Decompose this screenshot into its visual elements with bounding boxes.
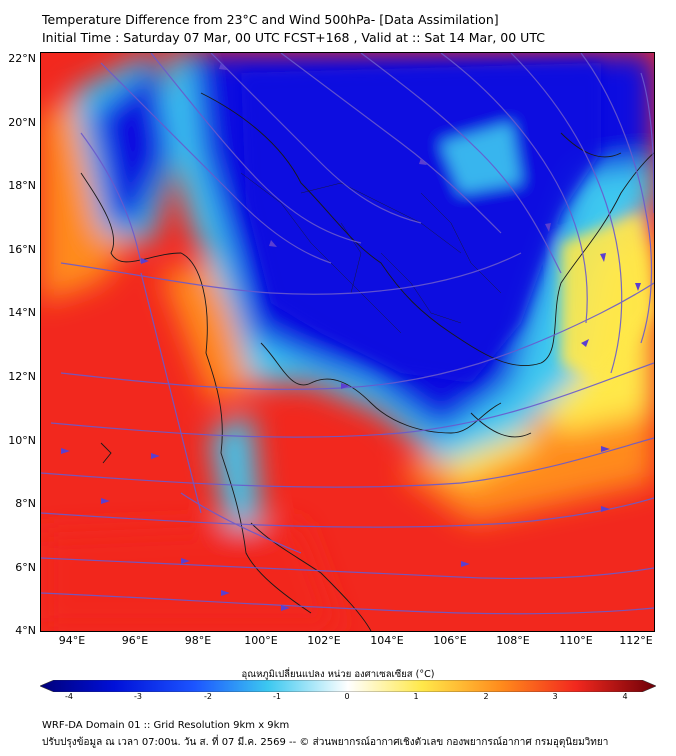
map-canvas bbox=[41, 53, 654, 631]
lat-label: 18°N bbox=[8, 179, 36, 192]
coastlines bbox=[80, 92, 654, 631]
lat-label: 8°N bbox=[15, 497, 36, 510]
colorbar-tick: 4 bbox=[622, 692, 628, 701]
lon-label: 94°E bbox=[58, 634, 86, 647]
lat-label: 6°N bbox=[15, 561, 36, 574]
map-subtitle: Initial Time : Saturday 07 Mar, 00 UTC F… bbox=[42, 30, 545, 45]
lat-label: 12°N bbox=[8, 370, 36, 383]
lon-label: 104°E bbox=[370, 634, 404, 647]
colorbar-gradient bbox=[40, 680, 656, 692]
lon-label: 102°E bbox=[307, 634, 341, 647]
lat-label: 16°N bbox=[8, 243, 36, 256]
footer-domain-info: WRF-DA Domain 01 :: Grid Resolution 9km … bbox=[42, 720, 290, 731]
lat-label: 10°N bbox=[8, 434, 36, 447]
colorbar-tick: -1 bbox=[273, 692, 281, 701]
lon-label: 100°E bbox=[244, 634, 278, 647]
lat-label: 14°N bbox=[8, 306, 36, 319]
wind-streamlines bbox=[41, 53, 654, 615]
lon-label: 108°E bbox=[496, 634, 530, 647]
colorbar-label: อุณหภูมิเปลี่ยนแปลง หน่วย องศาเซลเซียส (… bbox=[241, 669, 435, 680]
colorbar-tick: 2 bbox=[483, 692, 489, 701]
lat-label: 22°N bbox=[8, 52, 36, 65]
map-title: Temperature Difference from 23°C and Win… bbox=[42, 12, 499, 27]
colorbar-tick: -2 bbox=[204, 692, 212, 701]
temperature-wind-map bbox=[40, 52, 655, 632]
colorbar bbox=[40, 680, 656, 692]
borders bbox=[240, 172, 502, 334]
lon-label: 112°E bbox=[619, 634, 653, 647]
lon-label: 96°E bbox=[121, 634, 149, 647]
colorbar-tick: 1 bbox=[413, 692, 419, 701]
colorbar-tick: 3 bbox=[552, 692, 558, 701]
colorbar-tick: -3 bbox=[134, 692, 142, 701]
colorbar-tick: -4 bbox=[65, 692, 73, 701]
footer-credit: ปรับปรุงข้อมูล ณ เวลา 07:00น. วัน ส. ที่… bbox=[42, 737, 609, 748]
wind-arrows bbox=[61, 63, 641, 611]
colorbar-tick: 0 bbox=[344, 692, 350, 701]
lat-label: 4°N bbox=[15, 624, 36, 637]
lon-label: 98°E bbox=[184, 634, 212, 647]
lon-label: 110°E bbox=[559, 634, 593, 647]
lon-label: 106°E bbox=[433, 634, 467, 647]
lat-label: 20°N bbox=[8, 116, 36, 129]
